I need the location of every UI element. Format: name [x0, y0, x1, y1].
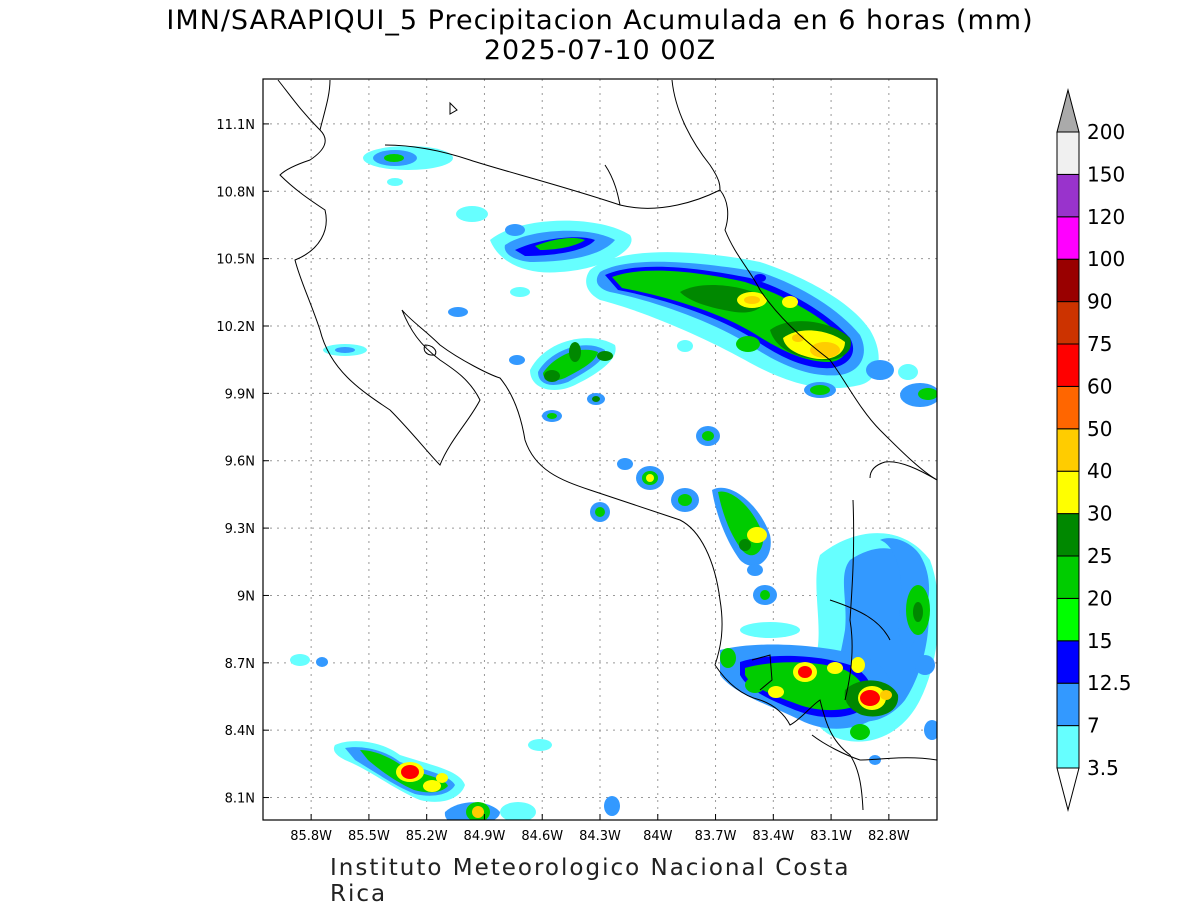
colorbar-level-label: 75 [1087, 332, 1112, 356]
colorbar-swatch [1056, 428, 1080, 472]
colorbar-swatch [1056, 173, 1080, 218]
lat-tick-label: 9.3N [225, 522, 255, 537]
chart-subtitle-date: 2025-07-10 00Z [483, 35, 717, 66]
colorbar-level-label: 40 [1087, 459, 1112, 483]
colorbar-level-label: 120 [1087, 205, 1125, 229]
colorbar-swatch [1056, 597, 1080, 642]
lon-tick-label: 84.9W [464, 829, 506, 844]
colorbar-max-arrow [1056, 88, 1080, 133]
rain-cells-southwest [290, 654, 620, 820]
colorbar-level-label: 15 [1087, 629, 1112, 653]
lon-tick-label: 84.3W [579, 829, 621, 844]
lon-tick-label: 84.6W [521, 829, 563, 844]
colorbar-swatch [1056, 640, 1080, 684]
colorbar-swatch [1056, 682, 1080, 727]
rain-cells-central [323, 307, 777, 636]
rain-band-caribbean [586, 252, 937, 407]
colorbar-level-label: 3.5 [1087, 756, 1119, 780]
lon-tick-label: 84W [643, 829, 673, 844]
colorbar-swatch [1056, 301, 1080, 345]
colorbar-swatch [1056, 131, 1080, 175]
lon-tick-label: 85.5W [348, 829, 390, 844]
lon-tick-label: 85.8W [290, 829, 332, 844]
lon-tick-label: 83.7W [695, 829, 737, 844]
lat-tick-label: 9.6N [225, 455, 255, 470]
colorbar-level-label: 60 [1087, 374, 1112, 398]
colorbar-swatch [1056, 555, 1080, 599]
coastlines [277, 79, 937, 811]
lat-tick-label: 10.5N [216, 253, 255, 268]
latitude-axis: 11.1N 10.8N 10.5N 10.2N 9.9N 9.6N 9.3N 9N 8.7N 8.… [216, 118, 269, 807]
colorbar-level-label: 7 [1087, 714, 1100, 738]
colorbar-legend: 3.5 7 12.5 15 20 25 30 40 50 60 75 90 100 120 150 200 [1056, 88, 1132, 812]
colorbar-swatch [1056, 385, 1080, 430]
lat-tick-label: 10.8N [216, 185, 255, 200]
colorbar-swatch [1056, 725, 1080, 769]
longitude-axis: 85.8W 85.5W 85.2W 84.9W 84.6W 84.3W 84W 83.7W 83… [290, 814, 910, 844]
lat-tick-label: 9.9N [225, 387, 255, 402]
colorbar-swatch [1056, 513, 1080, 557]
footer-credit: Instituto Meteorologico Nacional Costa R… [330, 855, 851, 907]
lat-tick-label: 10.2N [216, 320, 255, 335]
rain-cell [363, 146, 488, 222]
colorbar-level-label: 20 [1087, 586, 1112, 610]
colorbar-level-label: 50 [1087, 417, 1112, 441]
lat-tick-label: 11.1N [216, 118, 255, 133]
colorbar-level-label: 100 [1087, 247, 1125, 271]
lat-tick-label: 9N [237, 589, 255, 604]
lon-tick-label: 85.2W [406, 829, 448, 844]
lon-tick-label: 83.1W [810, 829, 852, 844]
rain-band-north [490, 220, 632, 297]
lat-tick-label: 8.4N [225, 724, 255, 739]
lon-tick-label: 83.4W [752, 829, 794, 844]
colorbar-level-label: 12.5 [1087, 671, 1132, 695]
precipitation-field [290, 146, 937, 820]
colorbar-level-label: 30 [1087, 502, 1112, 526]
colorbar-swatch [1056, 216, 1080, 260]
lon-tick-label: 82.8W [868, 829, 910, 844]
rain-cells-south-pacific [720, 533, 937, 765]
colorbar-swatch [1056, 258, 1080, 303]
colorbar-swatch [1056, 343, 1080, 387]
colorbar-swatch [1056, 470, 1080, 515]
colorbar-level-label: 25 [1087, 544, 1112, 568]
colorbar-level-label: 90 [1087, 290, 1112, 314]
colorbar-level-label: 200 [1087, 120, 1125, 144]
lat-tick-label: 8.1N [225, 792, 255, 807]
colorbar-level-label: 150 [1087, 162, 1125, 186]
lat-tick-label: 8.7N [225, 657, 255, 672]
chart-title: IMN/SARAPIQUI_5 Precipitacion Acumulada … [166, 5, 1034, 36]
colorbar-min-arrow [1056, 767, 1080, 812]
